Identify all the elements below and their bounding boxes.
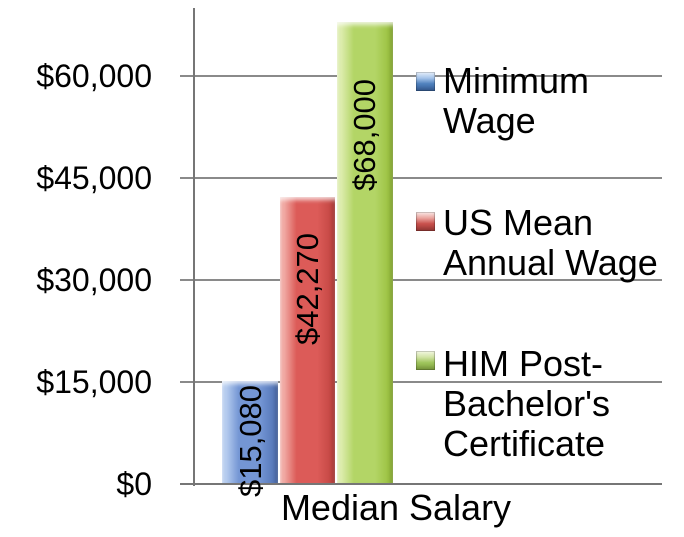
legend-label-line: HIM Post-	[443, 343, 604, 384]
gridline	[180, 381, 662, 383]
legend-label-line: Bachelor's	[443, 383, 610, 424]
y-axis-tick-label: $45,000	[36, 160, 152, 196]
legend-swatch-us-mean-annual-wage	[416, 212, 435, 231]
legend-label-line: Certificate	[443, 423, 606, 464]
legend-swatch-him-post-bachelor-s-certificate	[416, 351, 435, 370]
bar-value-label-us-mean-annual-wage: $42,270	[290, 232, 325, 346]
x-axis-line	[180, 483, 662, 485]
legend-label-line: US Mean	[443, 202, 594, 243]
legend-label-minimum-wage: Minimum Wage	[443, 61, 589, 141]
gridline	[180, 177, 662, 179]
bar-us-mean-annual-wage	[280, 196, 335, 484]
bar-value-label-him-post-bachelor-s-certificate: $68,000	[347, 78, 382, 192]
category-axis-label: Median Salary	[280, 487, 512, 528]
gridline	[180, 279, 662, 281]
legend-label-line: Wage	[443, 100, 536, 141]
legend-label-him-post-bachelor-s-certificate: HIM Post- Bachelor's Certificate	[443, 344, 610, 464]
y-axis-tick-label: $15,000	[36, 364, 152, 400]
legend-swatch-minimum-wage	[416, 72, 435, 91]
bar-minimum-wage	[222, 381, 278, 484]
bar-him-post-bachelor-s-certificate	[337, 21, 393, 484]
y-axis-tick-label: $30,000	[36, 262, 152, 298]
bar-value-label-minimum-wage: $15,080	[233, 384, 268, 498]
y-axis-tick-label: $60,000	[36, 58, 152, 94]
legend-label-us-mean-annual-wage: US Mean Annual Wage	[443, 203, 658, 283]
legend-label-line: Annual Wage	[443, 242, 658, 283]
y-axis-line	[193, 8, 195, 486]
legend-label-line: Minimum	[443, 60, 590, 101]
y-axis-tick-label: $0	[116, 466, 152, 502]
